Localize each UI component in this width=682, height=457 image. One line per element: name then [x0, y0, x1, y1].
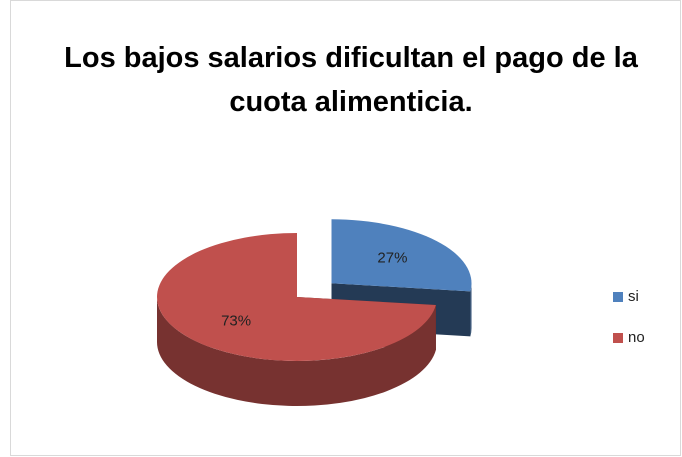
- legend-label: si: [628, 288, 639, 305]
- data-label: 73%: [221, 313, 251, 330]
- legend-label: no: [628, 329, 645, 346]
- slice-side: [157, 297, 436, 407]
- slice: [331, 219, 472, 292]
- slice-side: [470, 283, 472, 337]
- chart-frame: [10, 0, 681, 456]
- chart-title: Los bajos salarios dificultan el pago de…: [64, 42, 638, 118]
- legend-swatch: [613, 333, 623, 343]
- data-label: 27%: [377, 250, 407, 267]
- slice: [157, 233, 436, 362]
- legend-swatch: [613, 292, 623, 302]
